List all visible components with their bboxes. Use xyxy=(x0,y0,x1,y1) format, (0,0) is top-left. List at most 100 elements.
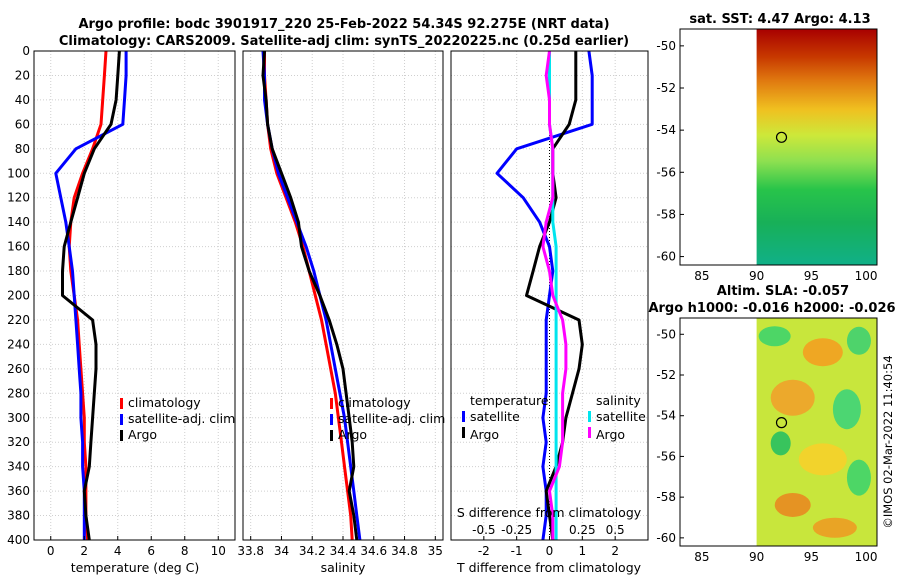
x-tick-label: 10 xyxy=(211,544,226,558)
difference-panel: -2 -1 0 1 2 -0.5 -0.25 0.25 0.5 S difference fr… xyxy=(450,50,649,575)
y-tick-label: 320 xyxy=(7,435,30,449)
salinity-legend: climatology satellite-adj. clim Argo xyxy=(330,395,445,442)
map-y-tick-label: -56 xyxy=(656,165,676,179)
map-y-tick-label: -54 xyxy=(656,123,676,137)
figure-title-line1: Argo profile: bodc 3901917_220 25-Feb-20… xyxy=(78,17,609,32)
y-tick-label: 120 xyxy=(7,191,30,205)
temperature-axes-frame xyxy=(33,50,236,541)
y-tick-label: 60 xyxy=(15,117,30,131)
y-tick-label: 140 xyxy=(7,215,30,229)
sla-anomaly-patch xyxy=(770,379,815,416)
x-tick-label: 4 xyxy=(114,544,122,558)
difference-legend-s-satellite: satellite xyxy=(596,409,646,424)
legend-swatch-t-satellite xyxy=(462,411,465,422)
difference-top-xlabel: S difference from climatology xyxy=(457,505,642,520)
imos-watermark: ©IMOS 02-Mar-2022 11:40:54 xyxy=(881,355,895,528)
x-tick-label: 1 xyxy=(579,544,587,558)
map-y-tick-label: -58 xyxy=(656,490,676,504)
map-x-tick-label: 90 xyxy=(749,550,764,564)
y-tick-label: 300 xyxy=(7,411,30,425)
temperature-xlabel: temperature (deg C) xyxy=(71,560,200,575)
map-y-tick-label: -54 xyxy=(656,409,676,423)
sla-map-panel: Altim. SLA: -0.057 Argo h1000: -0.016 h2… xyxy=(648,284,895,564)
series-line-argo xyxy=(261,50,359,541)
map-x-tick-label: 85 xyxy=(694,550,709,564)
y-tick-label: 100 xyxy=(7,166,30,180)
temperature-legend: climatology satellite-adj. clim Argo xyxy=(120,395,235,442)
sla-map-title: Altim. SLA: -0.057 xyxy=(717,284,849,299)
temperature-panel: 0 2 4 6 8 10 0 20 40 60 80 100 120 140 160 180 200 220 24… xyxy=(7,44,236,575)
difference-legend-t-heading: temperature xyxy=(470,393,549,408)
map-x-tick-label: 90 xyxy=(749,269,764,283)
series-line-t-satellite xyxy=(495,50,594,541)
legend-swatch-argo xyxy=(120,430,123,441)
s-tick-label: 0.5 xyxy=(606,523,625,537)
sla-anomaly-patch xyxy=(770,431,791,456)
map-x-tick-label: 95 xyxy=(804,550,819,564)
x-tick-label: 34.6 xyxy=(360,544,387,558)
y-tick-label: 200 xyxy=(7,289,30,303)
difference-legend-s-argo: Argo xyxy=(596,427,625,442)
x-tick-label: 34.2 xyxy=(299,544,326,558)
map-y-tick-label: -58 xyxy=(656,207,676,221)
y-tick-label: 400 xyxy=(7,533,30,547)
salinity-panel: 33.8 34 34.2 34.4 34.6 34.8 35 salinity climat… xyxy=(237,50,445,575)
sst-argo-location-marker xyxy=(775,131,788,143)
difference-xlabel: T difference from climatology xyxy=(456,560,642,575)
x-tick-label: 2 xyxy=(80,544,88,558)
x-tick-label: 33.8 xyxy=(237,544,264,558)
sla-anomaly-patch xyxy=(758,326,791,347)
x-tick-label: 34 xyxy=(274,544,289,558)
map-y-tick-label: -60 xyxy=(656,250,676,264)
map-y-tick-label: -60 xyxy=(656,531,676,545)
y-tick-label: 80 xyxy=(15,142,30,156)
y-tick-label: 380 xyxy=(7,509,30,523)
s-tick-label: 0.25 xyxy=(569,523,596,537)
map-y-tick-label: -56 xyxy=(656,449,676,463)
map-y-tick-label: -50 xyxy=(656,327,676,341)
legend-swatch-satellite xyxy=(330,414,333,425)
sla-anomaly-patch xyxy=(774,492,811,517)
x-tick-label: 6 xyxy=(147,544,155,558)
y-tick-label: 260 xyxy=(7,362,30,376)
series-line-s-argo xyxy=(541,50,568,540)
legend-swatch-climatology xyxy=(120,398,123,409)
legend-swatch-t-argo xyxy=(462,427,465,438)
salinity-legend-satellite: satellite-adj. clim xyxy=(338,411,445,426)
salinity-xlabel: salinity xyxy=(321,560,366,575)
y-tick-label: 180 xyxy=(7,264,30,278)
sla-anomaly-patch xyxy=(832,389,861,430)
map-x-tick-label: 95 xyxy=(804,269,819,283)
x-tick-label: 35 xyxy=(428,544,443,558)
x-tick-label: 8 xyxy=(181,544,189,558)
y-tick-label: 280 xyxy=(7,386,30,400)
map-y-tick-label: -52 xyxy=(656,81,676,95)
x-tick-label: 34.8 xyxy=(391,544,418,558)
temperature-legend-satellite: satellite-adj. clim xyxy=(128,411,235,426)
x-tick-label: 0 xyxy=(546,544,554,558)
y-tick-label: 220 xyxy=(7,313,30,327)
difference-legend-t-argo: Argo xyxy=(470,427,499,442)
map-x-tick-label: 100 xyxy=(855,550,878,564)
difference-legend-t-satellite: satellite xyxy=(470,409,520,424)
sst-field xyxy=(756,29,877,265)
series-line-argo xyxy=(61,50,121,541)
y-tick-label: 40 xyxy=(15,93,30,107)
sla-map-frame xyxy=(679,317,878,547)
y-tick-label: 240 xyxy=(7,337,30,351)
legend-swatch-argo xyxy=(330,430,333,441)
map-y-tick-label: -50 xyxy=(656,39,676,53)
legend-swatch-satellite xyxy=(120,414,123,425)
x-tick-label: 2 xyxy=(611,544,619,558)
map-x-tick-label: 85 xyxy=(694,269,709,283)
y-tick-label: 340 xyxy=(7,460,30,474)
y-tick-label: 0 xyxy=(22,44,30,58)
difference-legend-temperature: temperature satellite Argo xyxy=(462,393,549,442)
difference-legend-salinity: salinity satellite Argo xyxy=(588,393,646,442)
series-line-t-argo xyxy=(525,51,584,541)
s-tick-label: -0.25 xyxy=(501,523,532,537)
sla-anomaly-patch xyxy=(846,459,871,496)
difference-legend-s-heading: salinity xyxy=(596,393,641,408)
legend-swatch-s-satellite xyxy=(588,411,591,422)
